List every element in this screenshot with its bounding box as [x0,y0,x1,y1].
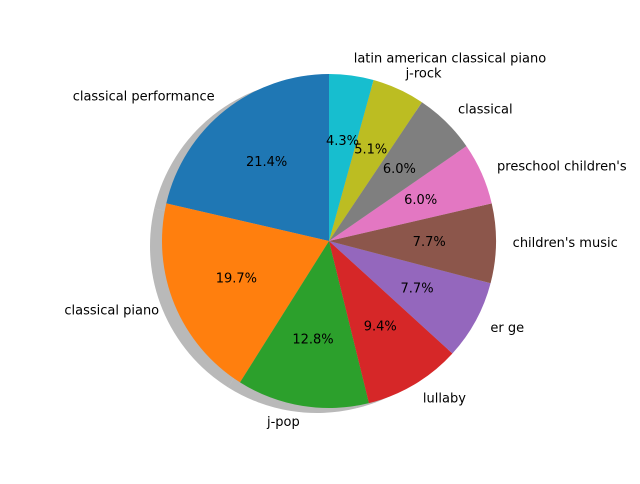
category-label-j-rock: j-rock [405,67,442,82]
category-labels: classical performance classical piano j-po… [64,51,627,429]
pct-label-latin-american-classical-piano: 4.3% [326,134,359,149]
pct-label-er-ge: 7.7% [401,281,434,296]
slice-lullaby [329,241,453,404]
slice-classical-piano [162,203,329,383]
slice-latin-american-classical-piano [329,74,374,241]
slice-classical [329,102,467,242]
pct-label-classical: 6.0% [383,162,416,177]
category-label-latin-american-classical-piano: latin american classical piano [354,51,547,66]
pct-label-lullaby: 9.4% [364,320,397,335]
pct-label-classical-piano: 19.7% [216,272,257,287]
category-label-j-pop: j-pop [266,415,300,430]
slice-children-s-music [329,203,496,284]
category-label-children-s-music: children's music [513,236,618,251]
slice-er-ge [329,241,491,354]
pct-label-j-pop: 12.8% [292,332,333,347]
category-label-er-ge: er ge [490,321,524,336]
pct-label-classical-performance: 21.4% [246,155,287,170]
pct-label-j-rock: 5.1% [354,142,387,157]
slice-j-rock [329,80,422,242]
pct-label-children-s-music: 7.7% [413,235,446,250]
category-label-classical-performance: classical performance [73,90,215,105]
pie-slices [162,74,496,408]
slice-preschool-children-s [329,146,492,241]
slice-j-pop [240,241,369,408]
pct-label-preschool-children-s: 6.0% [404,193,437,208]
category-label-classical-piano: classical piano [64,303,159,318]
category-label-preschool-children-s: preschool children's [497,159,627,174]
slice-classical-performance [166,74,329,241]
category-label-lullaby: lullaby [423,391,466,406]
percent-labels: 21.4% 19.7% 12.8% 9.4% 7.7% 7.7% 6.0% 6.0% 5.1%4… [216,134,446,347]
category-label-classical: classical [458,103,513,118]
